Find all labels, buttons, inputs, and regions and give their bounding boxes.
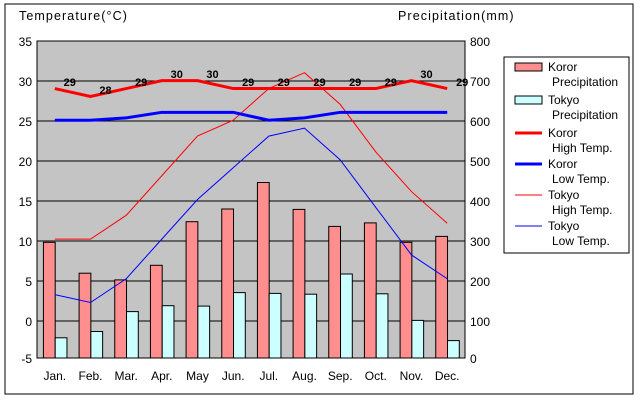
svg-text:-5: -5 [21, 352, 32, 366]
svg-text:29: 29 [278, 77, 290, 89]
svg-text:29: 29 [64, 77, 76, 89]
svg-text:Precipitation: Precipitation [552, 108, 618, 122]
svg-text:Aug.: Aug. [292, 369, 317, 383]
svg-text:10: 10 [19, 235, 33, 249]
svg-text:28: 28 [99, 85, 111, 97]
svg-text:Tokyo: Tokyo [548, 219, 580, 233]
svg-text:30: 30 [420, 69, 432, 81]
svg-text:Jun.: Jun. [222, 369, 245, 383]
svg-text:Precipitation: Precipitation [552, 75, 618, 89]
svg-text:20: 20 [19, 155, 33, 169]
svg-text:600: 600 [470, 115, 490, 129]
svg-text:300: 300 [470, 235, 490, 249]
svg-text:Koror: Koror [548, 126, 577, 140]
svg-text:Koror: Koror [548, 60, 577, 74]
svg-text:Jul.: Jul. [259, 369, 278, 383]
svg-text:800: 800 [470, 35, 490, 49]
svg-text:400: 400 [470, 195, 490, 209]
svg-text:35: 35 [19, 35, 33, 49]
svg-text:500: 500 [470, 155, 490, 169]
svg-text:Nov.: Nov. [400, 369, 424, 383]
svg-text:29: 29 [313, 77, 325, 89]
svg-text:Apr.: Apr. [151, 369, 172, 383]
svg-text:Temperature(°C): Temperature(°C) [19, 9, 128, 23]
svg-text:29: 29 [456, 77, 468, 89]
svg-text:29: 29 [135, 77, 147, 89]
svg-text:0: 0 [25, 315, 32, 329]
svg-text:Oct.: Oct. [365, 369, 387, 383]
svg-text:25: 25 [19, 115, 33, 129]
svg-text:Low Temp.: Low Temp. [552, 234, 610, 248]
svg-text:30: 30 [206, 69, 218, 81]
svg-text:Precipitation(mm): Precipitation(mm) [398, 9, 515, 23]
svg-text:29: 29 [349, 77, 361, 89]
svg-text:700: 700 [470, 75, 490, 89]
svg-text:High Temp.: High Temp. [552, 203, 612, 217]
svg-text:Koror: Koror [548, 157, 577, 171]
svg-text:Jan.: Jan. [43, 369, 66, 383]
svg-text:30: 30 [19, 75, 33, 89]
svg-text:5: 5 [25, 275, 32, 289]
svg-text:Dec.: Dec. [435, 369, 460, 383]
svg-text:Sep.: Sep. [328, 369, 353, 383]
svg-text:200: 200 [470, 275, 490, 289]
svg-text:High Temp.: High Temp. [552, 141, 612, 155]
svg-text:0: 0 [470, 352, 477, 366]
svg-text:Feb.: Feb. [78, 369, 102, 383]
svg-text:29: 29 [242, 77, 254, 89]
svg-text:100: 100 [470, 315, 490, 329]
svg-text:Mar.: Mar. [115, 369, 138, 383]
svg-text:Low Temp.: Low Temp. [552, 172, 610, 186]
svg-text:Tokyo: Tokyo [548, 188, 580, 202]
svg-text:Tokyo: Tokyo [548, 93, 580, 107]
svg-text:29: 29 [385, 77, 397, 89]
svg-text:15: 15 [19, 195, 33, 209]
svg-text:30: 30 [171, 69, 183, 81]
svg-text:May: May [186, 369, 209, 383]
